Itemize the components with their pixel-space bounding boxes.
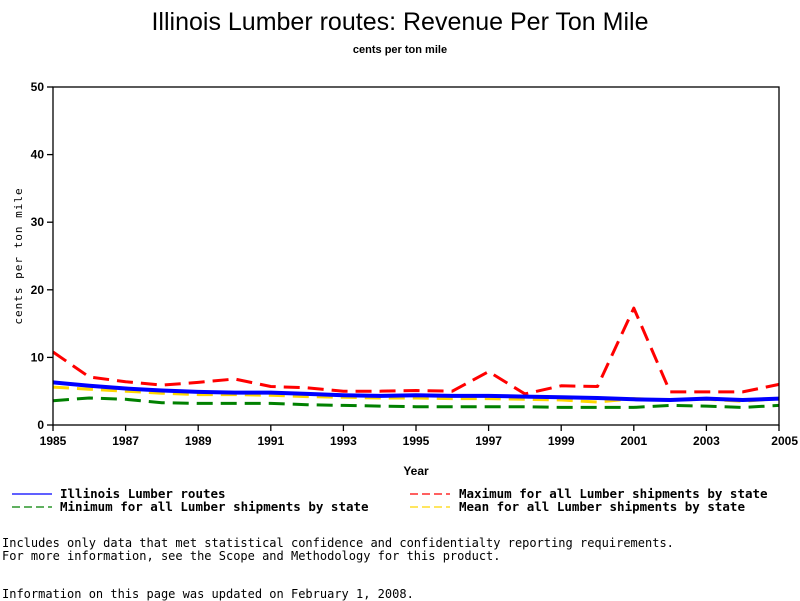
x-tick-label: 1985 <box>40 434 67 448</box>
x-tick-label: 2005 <box>771 434 798 448</box>
plot-frame <box>52 86 780 426</box>
series-line-minimum <box>52 396 780 409</box>
series-line-maximum <box>52 306 780 396</box>
x-tick-label: 1991 <box>257 434 284 448</box>
x-tick-label: 1995 <box>403 434 430 448</box>
x-tick-label: 2003 <box>693 434 720 448</box>
x-tick-label: 2001 <box>620 434 647 448</box>
y-tick-label: 40 <box>31 148 45 162</box>
legend-label-mean: Mean for all Lumber shipments by state <box>459 499 745 514</box>
legend-label-maximum: Maximum for all Lumber shipments by stat… <box>459 486 768 501</box>
y-axis-label: cents per ton mile <box>12 187 25 324</box>
y-tick-label: 20 <box>31 283 45 297</box>
legend-item-mean: Mean for all Lumber shipments by state <box>410 499 745 514</box>
x-tick-label: 1997 <box>475 434 502 448</box>
y-tick-label: 50 <box>31 80 45 94</box>
x-tick-label: 1999 <box>548 434 575 448</box>
x-tick-label: 1989 <box>185 434 212 448</box>
x-tick-label: 1993 <box>330 434 357 448</box>
y-axis: 0 10 20 30 40 50 <box>31 80 53 432</box>
footnote-methodology: For more information, see the Scope and … <box>2 549 501 563</box>
chart-title: Illinois Lumber routes: Revenue Per Ton … <box>151 8 648 36</box>
series-layer <box>52 306 780 409</box>
y-tick-label: 10 <box>31 350 45 364</box>
legend-item-illinois: Illinois Lumber routes <box>12 486 226 501</box>
x-axis: 1985 1987 1989 1991 1993 1995 1997 1999 2001 2003… <box>40 425 798 448</box>
legend-label-illinois: Illinois Lumber routes <box>60 486 226 501</box>
x-axis-label: Year <box>403 464 429 478</box>
legend-item-minimum: Minimum for all Lumber shipments by stat… <box>12 499 369 514</box>
legend-item-maximum: Maximum for all Lumber shipments by stat… <box>410 486 768 501</box>
series-line-illinois <box>52 380 780 402</box>
footnote-updated: Information on this page was updated on … <box>2 587 414 601</box>
y-tick-label: 30 <box>31 215 45 229</box>
legend-label-minimum: Minimum for all Lumber shipments by stat… <box>60 499 369 514</box>
legend: Illinois Lumber routes Minimum for all L… <box>12 486 768 514</box>
footnote-confidence: Includes only data that met statistical … <box>2 536 674 550</box>
x-tick-label: 1987 <box>112 434 139 448</box>
chart-subtitle: cents per ton mile <box>353 44 447 56</box>
y-tick-label: 0 <box>37 418 44 432</box>
